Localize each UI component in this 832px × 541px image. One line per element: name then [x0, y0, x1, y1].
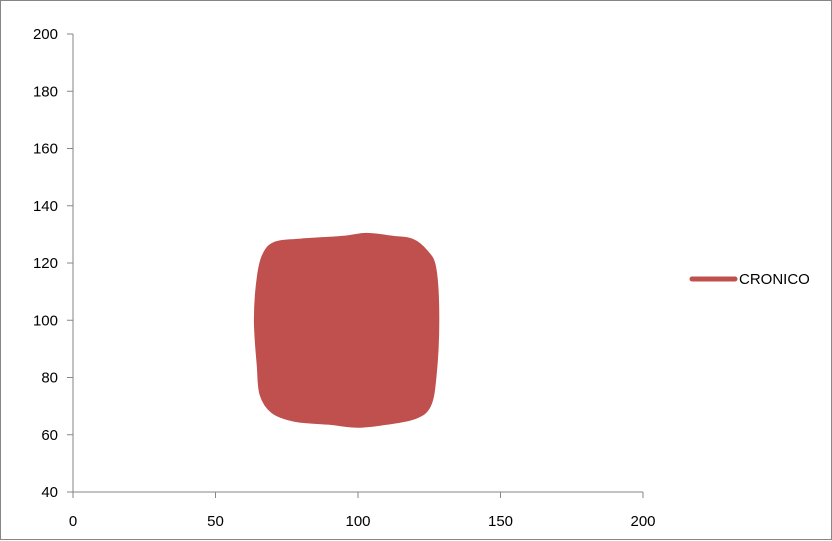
x-tick-label: 50 — [207, 513, 224, 530]
y-tick-label: 60 — [41, 427, 58, 444]
y-tick-label: 200 — [33, 26, 58, 43]
legend-label-cronico: CRONICO — [739, 271, 810, 288]
x-tick-label: 150 — [488, 513, 513, 530]
y-tick-label: 100 — [33, 312, 58, 329]
plot-layer — [253, 232, 440, 428]
series-shape-cronico — [253, 232, 440, 428]
x-tick-label: 0 — [69, 513, 77, 530]
y-tick-label: 120 — [33, 255, 58, 272]
y-tick-label: 160 — [33, 141, 58, 158]
x-tick-label: 200 — [630, 513, 655, 530]
legend: CRONICO — [689, 271, 810, 288]
x-tick-label: 100 — [345, 513, 370, 530]
y-tick-label: 40 — [41, 484, 58, 501]
y-tick-label: 180 — [33, 83, 58, 100]
y-tick-label: 80 — [41, 370, 58, 387]
axes-layer: 40 60 80 100 120 140 160 180 200 0 50 100 150 200 — [33, 26, 656, 530]
y-tick-label: 140 — [33, 198, 58, 215]
